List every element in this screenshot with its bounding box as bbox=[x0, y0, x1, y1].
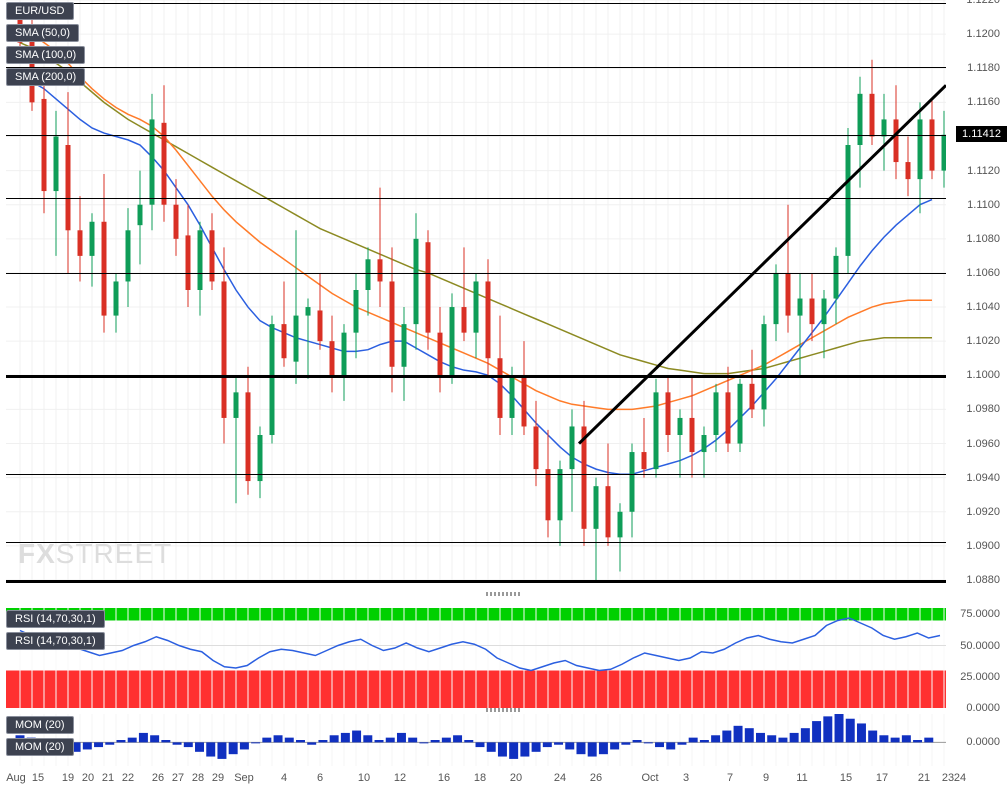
x-tick-label: 17 bbox=[876, 772, 888, 784]
time-x-axis: Aug 15 19 20 21 22 26 27 28 29 Sep 4 6 10 12 16 18 20 24 26… bbox=[0, 768, 1008, 792]
mom-y-axis: 0.0000 bbox=[946, 714, 1008, 766]
y-tick-label: 0.0000 bbox=[966, 736, 1000, 748]
x-tick-label: 23 bbox=[942, 772, 954, 784]
y-tick-label: 1.1160 bbox=[967, 96, 1000, 108]
y-tick-label: 1.0920 bbox=[966, 506, 1000, 518]
y-tick-label: 50.0000 bbox=[960, 640, 1000, 652]
x-tick-label: 3 bbox=[683, 772, 689, 784]
chart-container: EUR/USD SMA (50,0) SMA (100,0) SMA (200,… bbox=[0, 0, 1008, 790]
symbol-badge[interactable]: EUR/USD bbox=[6, 2, 74, 20]
sma50-badge[interactable]: SMA (50,0) bbox=[6, 24, 79, 42]
x-tick-label: 7 bbox=[727, 772, 733, 784]
rsi-plot-area[interactable] bbox=[6, 608, 946, 690]
y-tick-label: 1.1000 bbox=[966, 369, 1000, 381]
panel-divider-icon[interactable] bbox=[486, 708, 522, 712]
x-tick-label: 20 bbox=[510, 772, 522, 784]
horizontal-level bbox=[6, 135, 946, 136]
x-tick-label: 15 bbox=[840, 772, 852, 784]
x-tick-label: Oct bbox=[641, 772, 658, 784]
mom-panel[interactable]: MOM (20) MOM (20) 0.0000 bbox=[0, 714, 1008, 766]
x-tick-label: 16 bbox=[438, 772, 450, 784]
y-tick-label: 1.1020 bbox=[966, 335, 1000, 347]
sma100-badge[interactable]: SMA (100,0) bbox=[6, 46, 85, 64]
y-tick-label: 25.0000 bbox=[960, 671, 1000, 683]
x-tick-label: 21 bbox=[918, 772, 930, 784]
y-tick-label: 1.1040 bbox=[966, 301, 1000, 313]
x-tick-label: 6 bbox=[317, 772, 323, 784]
mom-badge[interactable]: MOM (20) bbox=[6, 716, 74, 734]
x-tick-label: 21 bbox=[102, 772, 114, 784]
mom-badge-2[interactable]: MOM (20) bbox=[6, 738, 74, 756]
y-tick-label: 1.1100 bbox=[967, 199, 1000, 211]
x-tick-label: 4 bbox=[281, 772, 287, 784]
x-tick-label: 10 bbox=[358, 772, 370, 784]
y-tick-label: 1.1120 bbox=[967, 165, 1000, 177]
mom-plot-area[interactable] bbox=[6, 714, 946, 748]
horizontal-level bbox=[6, 67, 946, 68]
horizontal-level bbox=[6, 273, 946, 274]
price-plot-area[interactable] bbox=[6, 0, 946, 580]
horizontal-level bbox=[6, 474, 946, 475]
x-tick-label: 24 bbox=[554, 772, 566, 784]
horizontal-level bbox=[6, 198, 946, 199]
rsi-y-axis: 0.000025.000050.000075.0000 bbox=[946, 608, 1008, 708]
panel-divider-icon[interactable] bbox=[486, 592, 522, 596]
horizontal-level bbox=[6, 3, 946, 4]
watermark-fx: FX bbox=[18, 538, 56, 569]
y-tick-label: 1.0940 bbox=[966, 472, 1000, 484]
x-tick-label: 15 bbox=[32, 772, 44, 784]
horizontal-level bbox=[6, 375, 946, 378]
x-tick-label: 18 bbox=[474, 772, 486, 784]
x-tick-label: 26 bbox=[590, 772, 602, 784]
y-tick-label: 1.1180 bbox=[967, 62, 1000, 74]
y-tick-label: 1.0980 bbox=[966, 403, 1000, 415]
x-tick-label: 28 bbox=[192, 772, 204, 784]
rsi-badge-1[interactable]: RSI (14,70,30,1) bbox=[6, 610, 105, 628]
rsi-panel[interactable]: RSI (14,70,30,1) RSI (14,70,30,1) 0.0000… bbox=[0, 608, 1008, 708]
x-tick-label: Sep bbox=[234, 772, 254, 784]
x-tick-label: 20 bbox=[82, 772, 94, 784]
y-tick-label: 0.0000 bbox=[966, 702, 1000, 714]
watermark-street: STREET bbox=[56, 538, 172, 569]
y-tick-label: 1.1060 bbox=[966, 267, 1000, 279]
y-tick-label: 1.0880 bbox=[966, 574, 1000, 586]
x-tick-label: 29 bbox=[212, 772, 224, 784]
watermark: FXSTREET bbox=[18, 538, 172, 570]
current-price-label: 1.11412 bbox=[956, 126, 1007, 142]
x-tick-label: Aug bbox=[6, 772, 26, 784]
x-tick-label: 24 bbox=[954, 772, 966, 784]
sma200-badge[interactable]: SMA (200,0) bbox=[6, 68, 85, 86]
x-tick-label: 12 bbox=[394, 772, 406, 784]
y-tick-label: 75.0000 bbox=[960, 608, 1000, 620]
x-tick-label: 9 bbox=[763, 772, 769, 784]
x-tick-label: 26 bbox=[152, 772, 164, 784]
x-tick-label: 19 bbox=[62, 772, 74, 784]
x-tick-label: 11 bbox=[796, 772, 807, 784]
y-tick-label: 1.1080 bbox=[966, 233, 1000, 245]
y-tick-label: 1.1200 bbox=[966, 28, 1000, 40]
y-tick-label: 1.0960 bbox=[966, 438, 1000, 450]
price-panel[interactable]: EUR/USD SMA (50,0) SMA (100,0) SMA (200,… bbox=[0, 0, 1008, 598]
rsi-badge-2[interactable]: RSI (14,70,30,1) bbox=[6, 632, 105, 650]
horizontal-level bbox=[6, 580, 946, 583]
y-tick-label: 1.1220 bbox=[966, 0, 1000, 6]
x-tick-label: 22 bbox=[122, 772, 134, 784]
x-tick-label: 27 bbox=[172, 772, 184, 784]
price-y-axis: 1.0880 1.0900 1.0920 1.0940 1.0960 1.0980 1.10… bbox=[946, 0, 1008, 598]
y-tick-label: 1.0900 bbox=[966, 540, 1000, 552]
